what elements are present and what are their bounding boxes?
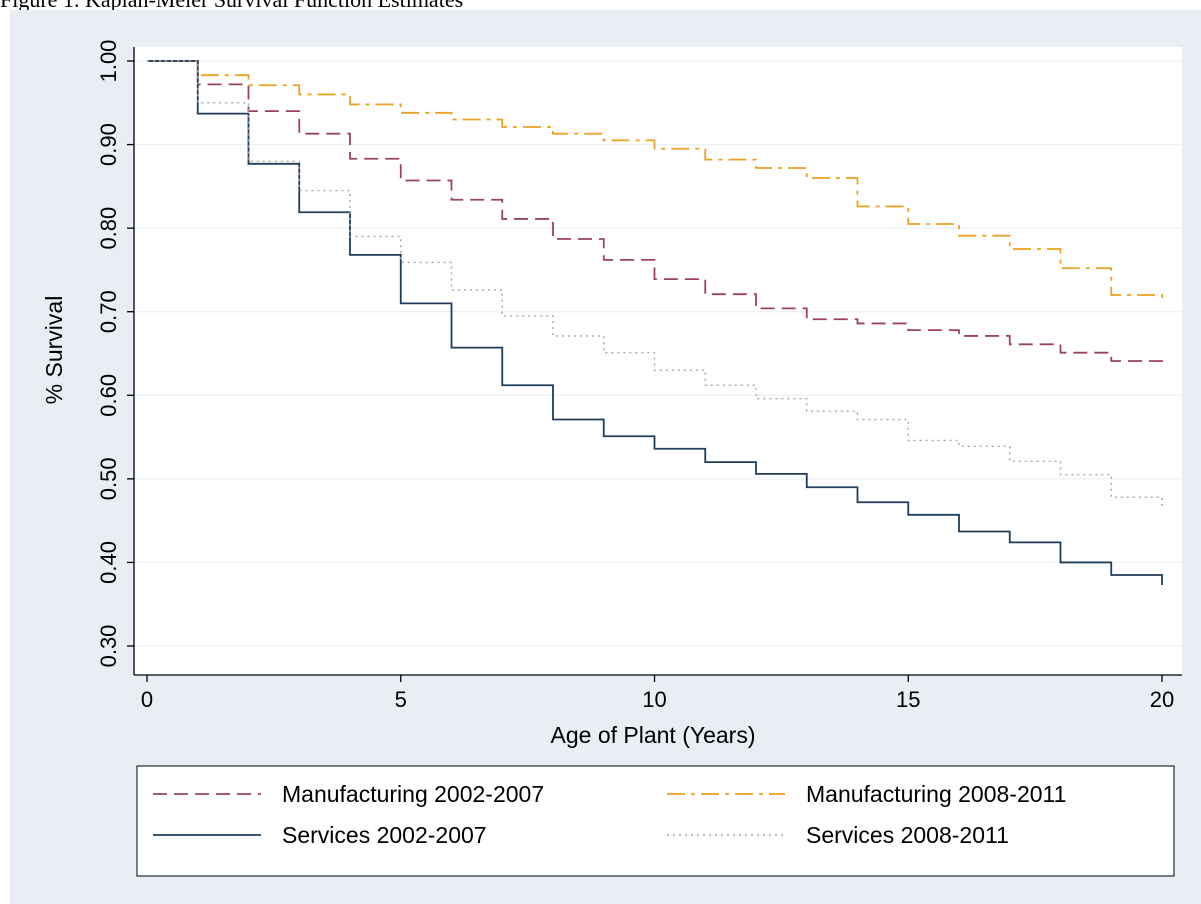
axes — [133, 47, 1182, 676]
series-line-1 — [147, 60, 1163, 300]
legend-label-3: Services 2008-2011 — [806, 822, 1009, 848]
y-tick-label: 0.70 — [96, 290, 121, 333]
x-tick-label: 0 — [141, 687, 153, 712]
legend-items: Manufacturing 2002-2007 Manufacturing 200… — [153, 781, 1066, 848]
y-tick-label: 0.50 — [96, 457, 121, 500]
series-line-3 — [147, 60, 1163, 508]
x-tick-label: 15 — [896, 687, 920, 712]
legend-label-1: Manufacturing 2008-2011 — [806, 781, 1066, 807]
series-line-2 — [147, 60, 1163, 585]
y-tick-label: 0.80 — [96, 207, 121, 250]
survival-chart: 0.30 0.40 0.50 0.60 0.70 0.80 0.90 1.00 0 5 10 15 2… — [41, 40, 1182, 877]
chart-panel: 0.30 0.40 0.50 0.60 0.70 0.80 0.90 1.00 0 5 10 15 2… — [10, 10, 1201, 904]
series-line-0 — [147, 60, 1163, 369]
legend-box — [136, 765, 1175, 877]
x-tick-label: 10 — [642, 687, 666, 712]
x-ticks: 0 5 10 15 20 — [141, 675, 1174, 712]
series-lines — [147, 60, 1163, 585]
y-tick-label: 0.90 — [96, 123, 121, 166]
y-tick-label: 1.00 — [96, 40, 121, 83]
plot-area — [134, 47, 1182, 675]
legend: Manufacturing 2002-2007 Manufacturing 200… — [136, 765, 1175, 877]
legend-label-2: Services 2002-2007 — [282, 822, 487, 848]
y-tick-label: 0.40 — [96, 541, 121, 584]
y-axis-label: % Survival — [41, 296, 67, 405]
x-tick-label: 20 — [1150, 687, 1174, 712]
y-tick-label: 0.30 — [96, 625, 121, 668]
y-tick-label: 0.60 — [96, 374, 121, 417]
figure-title: Figure 1. Kaplan-Meier Survival Function… — [0, 0, 463, 14]
gridlines — [134, 60, 1182, 647]
x-tick-label: 5 — [395, 687, 407, 712]
legend-label-0: Manufacturing 2002-2007 — [282, 781, 544, 807]
y-ticks: 0.30 0.40 0.50 0.60 0.70 0.80 0.90 1.00 — [96, 40, 134, 668]
x-axis-label: Age of Plant (Years) — [551, 722, 756, 748]
